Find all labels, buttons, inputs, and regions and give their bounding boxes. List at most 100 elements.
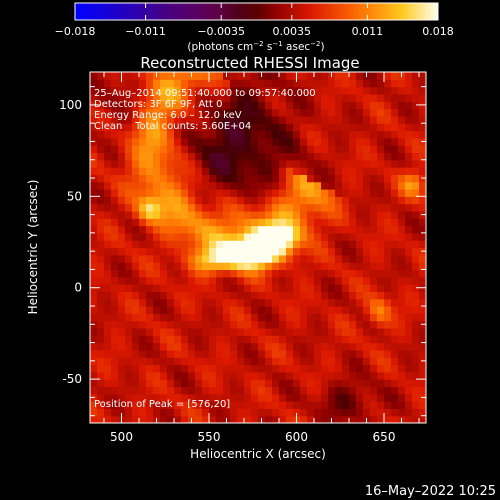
heatmap-cell: [384, 123, 392, 132]
heatmap-cell: [258, 379, 266, 388]
heatmap-cell: [223, 174, 231, 183]
heatmap-cell: [181, 254, 189, 263]
colorbar-ticks: −0.018 −0.011 −0.0035 0.0035 0.011 0.018: [55, 3, 454, 38]
heatmap-cell: [321, 93, 329, 102]
heatmap-cell: [300, 371, 308, 380]
heatmap-cell: [391, 159, 399, 168]
heatmap-cell: [97, 79, 105, 88]
heatmap-cell: [104, 115, 112, 124]
heatmap-cell: [209, 189, 217, 197]
heatmap-cell: [398, 240, 406, 249]
heatmap-cell: [377, 240, 385, 249]
heatmap-cell: [370, 357, 378, 366]
heatmap-cell: [195, 240, 203, 249]
heatmap-cell: [111, 145, 119, 154]
heatmap-cell: [349, 101, 357, 110]
heatmap-cell: [188, 298, 196, 307]
heatmap-cell: [419, 152, 426, 161]
heatmap-cell: [370, 284, 378, 292]
heatmap-cell: [139, 196, 147, 205]
heatmap-cell: [195, 291, 203, 300]
heatmap-cell: [328, 86, 336, 95]
heatmap-cell: [258, 386, 266, 395]
heatmap-cell: [342, 72, 350, 80]
heatmap-cell: [328, 276, 336, 285]
heatmap-cell: [153, 137, 161, 146]
heatmap-cell: [314, 240, 322, 249]
heatmap-cell: [300, 408, 308, 417]
heatmap-cell: [195, 152, 203, 161]
heatmap-cell: [251, 79, 259, 88]
heatmap-cell: [300, 306, 308, 314]
heatmap-cell: [104, 145, 112, 154]
heatmap-cell: [160, 364, 168, 373]
heatmap-cell: [202, 159, 210, 168]
heatmap-cell: [209, 137, 217, 146]
heatmap-cell: [90, 181, 98, 190]
heatmap-cell: [370, 379, 378, 388]
heatmap-cell: [391, 72, 399, 80]
heatmap-cell: [153, 371, 161, 380]
heatmap-cell: [363, 225, 371, 234]
heatmap-cell: [265, 386, 273, 395]
heatmap-cell: [279, 145, 287, 154]
heatmap-cell: [258, 108, 266, 117]
heatmap-cell: [405, 123, 413, 132]
heatmap-cell: [370, 189, 378, 197]
heatmap-cell: [146, 335, 154, 344]
heatmap-cell: [202, 247, 210, 256]
heatmap-cell: [412, 262, 420, 271]
heatmap-cell: [342, 306, 350, 314]
heatmap-cell: [265, 210, 273, 219]
heatmap-cell: [209, 247, 217, 256]
heatmap-cell: [132, 254, 140, 263]
heatmap-cell: [237, 72, 245, 80]
heatmap-cell: [398, 357, 406, 366]
heatmap-cell: [314, 108, 322, 117]
heatmap-cell: [328, 386, 336, 395]
heatmap-cell: [90, 313, 98, 322]
heatmap-cell: [356, 276, 364, 285]
heatmap-cell: [412, 342, 420, 351]
heatmap-cell: [195, 108, 203, 117]
heatmap-cell: [104, 254, 112, 263]
heatmap-cell: [279, 101, 287, 110]
heatmap-cell: [90, 108, 98, 117]
heatmap-cell: [321, 386, 329, 395]
heatmap-cell: [342, 327, 350, 336]
heatmap-cell: [272, 115, 280, 124]
heatmap-cell: [363, 203, 371, 212]
heatmap-cell: [258, 240, 266, 249]
heatmap-cell: [181, 379, 189, 388]
heatmap-cell: [111, 364, 119, 373]
heatmap-cell: [230, 189, 238, 197]
heatmap-cell: [237, 298, 245, 307]
heatmap-cell: [321, 298, 329, 307]
heatmap-cell: [132, 357, 140, 366]
heatmap-cell: [314, 159, 322, 168]
heatmap-cell: [216, 86, 224, 95]
heatmap-cell: [167, 145, 175, 154]
heatmap-cell: [391, 225, 399, 234]
heatmap-cell: [118, 123, 126, 132]
heatmap-cell: [314, 181, 322, 190]
heatmap-cell: [244, 284, 252, 292]
heatmap-cell: [377, 379, 385, 388]
heatmap-cell: [356, 327, 364, 336]
heatmap-cell: [174, 262, 182, 271]
heatmap-cell: [377, 269, 385, 278]
heatmap-cell: [139, 386, 147, 395]
heatmap-cell: [412, 181, 420, 190]
heatmap-cell: [300, 159, 308, 168]
heatmap-cell: [90, 364, 98, 373]
heatmap-cell: [272, 167, 280, 175]
heatmap-cell: [356, 93, 364, 102]
cb-label-prefix: (photons cm: [187, 41, 253, 53]
heatmap-cell: [146, 327, 154, 336]
heatmap-cell: [335, 401, 343, 409]
heatmap-cell: [377, 145, 385, 154]
heatmap-cell: [237, 115, 245, 124]
heatmap-cell: [356, 181, 364, 190]
heatmap-cell: [244, 262, 252, 271]
heatmap-cell: [356, 240, 364, 249]
